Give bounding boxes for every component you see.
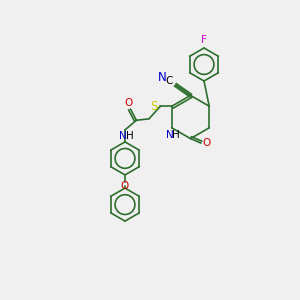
Text: O: O — [125, 98, 133, 108]
Text: H: H — [126, 131, 134, 141]
Text: N: N — [119, 131, 127, 141]
Text: N: N — [158, 71, 166, 84]
Text: O: O — [202, 138, 211, 148]
Text: N: N — [166, 130, 173, 140]
Text: O: O — [120, 181, 128, 191]
Text: H: H — [172, 130, 180, 140]
Text: C: C — [165, 76, 172, 86]
Text: S: S — [150, 100, 158, 113]
Text: F: F — [201, 34, 207, 45]
